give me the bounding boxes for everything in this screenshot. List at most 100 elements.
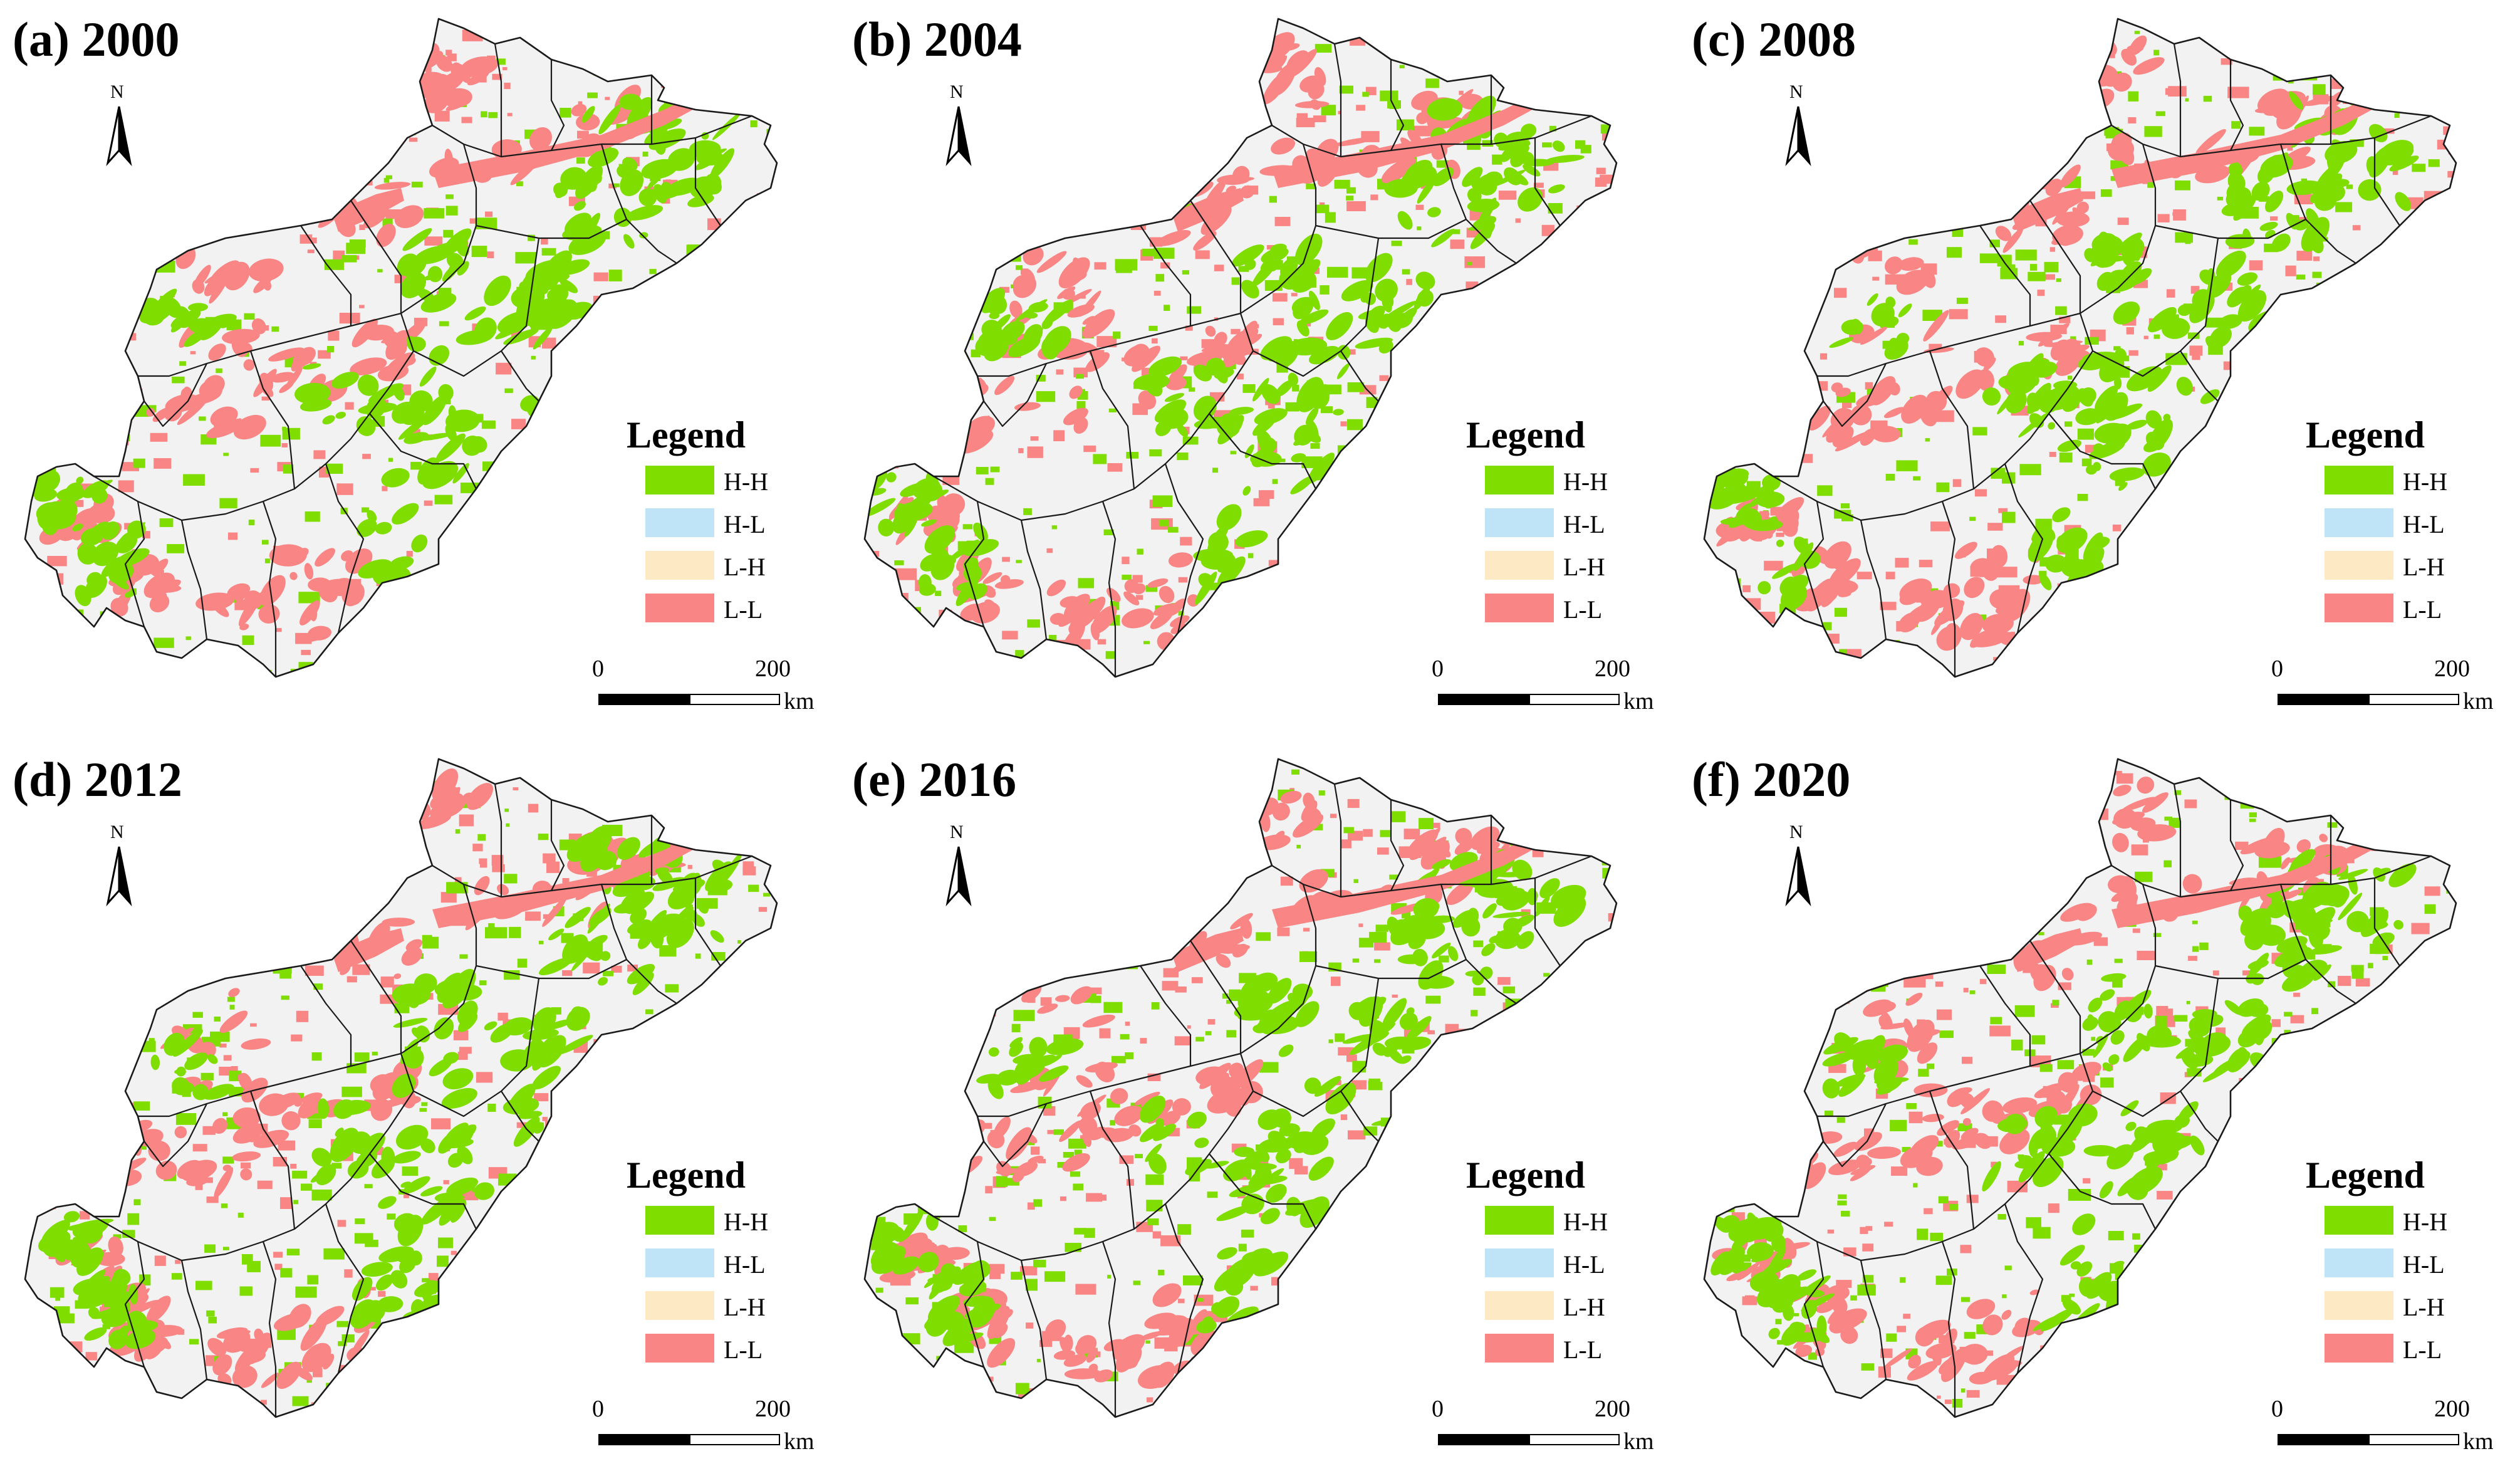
ll-cell: [562, 970, 573, 976]
hh-cell: [1103, 1002, 1123, 1013]
hh-cell: [1335, 1033, 1345, 1042]
ll-cell: [1194, 1294, 1214, 1306]
hh-cell: [1238, 1243, 1247, 1252]
hh-cell: [90, 332, 110, 343]
hh-cluster: [1292, 983, 1313, 1000]
hh-cell: [680, 773, 695, 782]
hh-cell: [1033, 1199, 1043, 1207]
hh-cell: [955, 317, 966, 323]
hh-cell: [282, 426, 286, 431]
hh-cell: [2098, 666, 2109, 672]
ll-cell: [1370, 194, 1378, 201]
ll-cluster: [1860, 429, 1876, 446]
hh-cluster: [445, 409, 480, 432]
hh-cluster: [1270, 243, 1287, 254]
hh-cell: [247, 911, 256, 918]
ll-cell: [2261, 554, 2268, 558]
legend-label: H-L: [1563, 510, 1605, 538]
hh-cell: [2249, 568, 2261, 578]
ll-cell: [1202, 778, 1215, 790]
ll-cell: [1413, 125, 1434, 137]
ll-cluster: [1883, 407, 1905, 419]
hh-cell: [226, 225, 238, 233]
ll-cluster: [186, 1176, 209, 1186]
hh-cluster: [450, 1199, 467, 1223]
ll-cell: [445, 50, 452, 56]
hh-cell: [745, 1082, 757, 1090]
hh-cluster: [667, 148, 695, 171]
hh-cell: [51, 1396, 61, 1401]
ll-cell: [2117, 217, 2129, 225]
hh-cell: [875, 1287, 883, 1293]
ll-cell: [364, 886, 382, 897]
hh-cell: [199, 416, 206, 421]
hh-cell: [1044, 1380, 1051, 1386]
hh-cell: [1301, 514, 1320, 524]
hh-cell: [1086, 56, 1096, 66]
scale-end-label: 200: [1595, 656, 1630, 682]
ll-cluster: [222, 1164, 232, 1171]
hh-cluster: [1518, 187, 1543, 212]
hh-cell: [576, 364, 588, 372]
hh-cell: [460, 483, 482, 493]
hh-cell: [756, 1379, 769, 1387]
ll-cell: [1880, 602, 1897, 610]
scale-bar: 0 200 km: [1432, 655, 1682, 714]
ll-cell: [1266, 245, 1275, 250]
hh-cluster: [2219, 314, 2242, 329]
hh-cell: [906, 1015, 918, 1024]
legend: Legend H-H H-L L-H L-L: [627, 1154, 833, 1368]
ll-cell: [932, 1067, 944, 1075]
ll-cell: [346, 976, 357, 983]
ll-cell: [1005, 815, 1023, 827]
hh-cell: [2018, 340, 2024, 346]
ll-cluster: [1180, 902, 1200, 924]
ll-cluster: [1172, 1098, 1191, 1116]
legend-label: H-L: [724, 1250, 766, 1279]
hh-cluster: [1252, 1024, 1268, 1034]
hh-cell: [2064, 421, 2073, 427]
hh-cluster: [2289, 91, 2303, 110]
ll-cluster: [1103, 1339, 1125, 1351]
hh-cell: [1230, 451, 1237, 454]
hh-cluster: [1355, 337, 1393, 349]
hh-cell: [2237, 39, 2243, 43]
hh-cell: [1582, 969, 1595, 978]
ll-cell: [1820, 353, 1828, 360]
hh-cell: [1609, 401, 1617, 410]
hh-cell: [1093, 968, 1098, 971]
hh-cluster: [622, 157, 638, 172]
hh-cell: [341, 771, 362, 783]
ll-cell: [1929, 882, 1949, 894]
hh-cluster: [983, 335, 1009, 362]
hh-cell: [210, 1031, 230, 1042]
legend-swatch: [1485, 508, 1554, 537]
hh-cell: [1177, 1224, 1191, 1235]
ll-cell: [2393, 367, 2410, 377]
ll-cluster: [228, 988, 240, 997]
hh-cluster: [1469, 866, 1501, 888]
ll-cell: [1152, 1231, 1161, 1239]
ll-cell: [2430, 1086, 2442, 1094]
ll-cluster: [1073, 417, 1088, 434]
hh-cell: [683, 1111, 687, 1114]
hh-cell: [1834, 66, 1848, 75]
ll-cell: [1273, 293, 1288, 302]
hh-cell: [1370, 1256, 1378, 1262]
hh-cell: [1473, 940, 1484, 948]
ll-cell: [1715, 417, 1725, 423]
ll-cell: [921, 434, 932, 444]
hh-cell: [1448, 792, 1454, 797]
hh-cluster: [2142, 453, 2171, 477]
hh-cell: [2398, 275, 2411, 287]
hh-cell: [1425, 78, 1439, 88]
ll-cell: [2210, 531, 2217, 536]
hh-cluster: [1009, 1037, 1023, 1048]
hh-cell: [941, 962, 949, 967]
hh-cell: [355, 1218, 365, 1225]
hh-cell: [1613, 98, 1617, 103]
hh-cell: [2051, 103, 2064, 115]
county-boundary: [1271, 115, 1592, 158]
ll-cell: [491, 610, 502, 619]
county-boundary: [369, 413, 477, 489]
